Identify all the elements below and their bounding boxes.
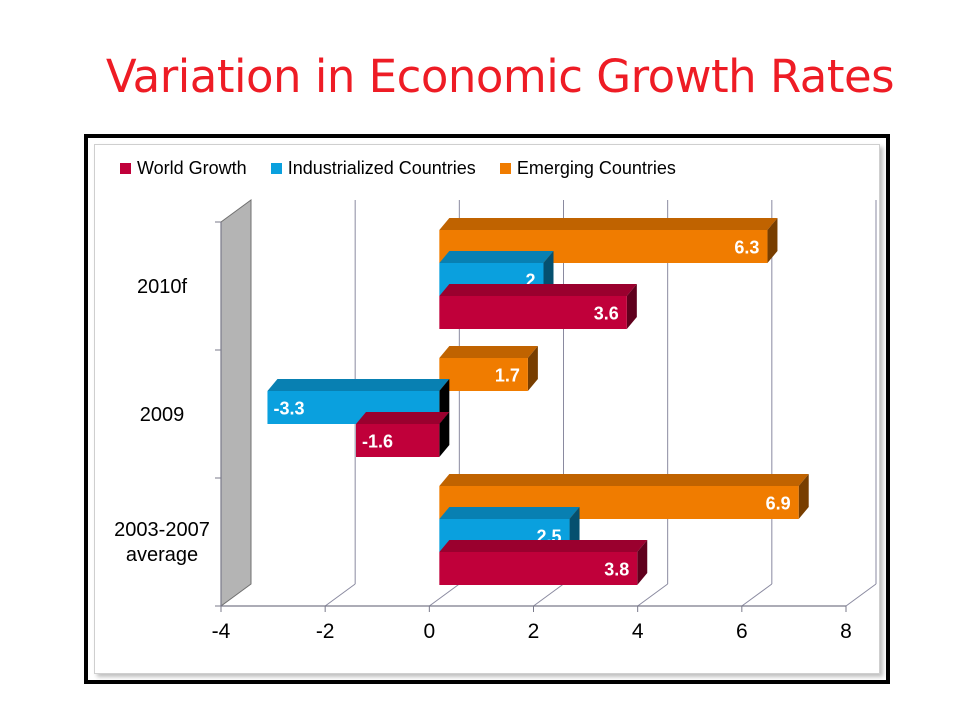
floor-line-1: [324, 583, 356, 607]
data-label-emerging-countries-2010f: 6.3: [734, 238, 759, 258]
data-label-world-growth-2009: -1.6: [362, 432, 393, 452]
data-label-emerging-countries-2003-2007-average: 6.9: [766, 494, 791, 514]
legend-item-emerging: Emerging Countries: [499, 157, 676, 179]
legend-item-world-growth: World Growth: [120, 158, 247, 179]
bar-top-world-growth-2010f: [439, 284, 637, 296]
floor-line-6: [845, 583, 877, 607]
side-wall: [220, 199, 252, 607]
category-label-2003-2007-average: 2003-2007 average: [114, 519, 210, 566]
bar-top-industrialized-countries-2009: [267, 379, 450, 391]
x-tick-label-5: 6: [736, 620, 748, 643]
bar-world-growth-2009: [356, 424, 440, 457]
legend-swatch-industrialized: [270, 162, 282, 174]
bar-side-emerging-countries-2009: [527, 346, 538, 391]
legend-label-emerging: Emerging Countries: [516, 157, 676, 178]
x-tick-label-4: 4: [632, 620, 644, 643]
x-tick-label-1: -2: [316, 620, 335, 643]
bar-top-emerging-countries-2003-2007-average: [439, 474, 809, 486]
floor-line-3: [533, 583, 564, 607]
bar-world-growth-2010f: [439, 296, 627, 329]
chart-legend: World Growth Industrialized Countries Em…: [120, 156, 676, 180]
bar-side-emerging-countries-2010f: [767, 218, 778, 263]
x-tick-label-6: 8: [840, 620, 852, 643]
bar-top-industrialized-countries-2010f: [439, 251, 554, 263]
bar-top-emerging-countries-2010f: [439, 218, 778, 230]
bar-top-world-growth-2009: [356, 412, 450, 424]
category-label-2010f: 2010f: [137, 276, 187, 298]
data-label-industrialized-countries-2010f: 2: [525, 271, 535, 291]
data-label-world-growth-2003-2007-average: 3.8: [604, 560, 629, 580]
bar-side-world-growth-2010f: [626, 284, 637, 329]
data-label-world-growth-2010f: 3.6: [594, 304, 619, 324]
category-label-2009: 2009: [140, 404, 185, 426]
bar-side-emerging-countries-2003-2007-average: [798, 474, 809, 519]
floor-line-5: [741, 583, 773, 607]
legend-swatch-world-growth: [120, 162, 131, 174]
x-tick-label-3: 2: [528, 620, 540, 643]
x-tick-label-0: -4: [212, 620, 231, 643]
legend-swatch-emerging: [499, 162, 511, 174]
data-label-emerging-countries-2009: 1.7: [495, 366, 520, 386]
bar-side-world-growth-2003-2007-average: [637, 540, 648, 585]
legend-label-world-growth: World Growth: [137, 157, 247, 178]
bar-world-growth-2003-2007-average: [439, 552, 638, 585]
bar-top-emerging-countries-2009: [439, 346, 538, 358]
floor-line-2: [429, 583, 460, 607]
bar-top-industrialized-countries-2003-2007-average: [439, 507, 580, 519]
legend-label-industrialized: Industrialized Countries: [287, 157, 476, 178]
data-label-industrialized-countries-2009: -3.3: [273, 399, 304, 419]
legend-item-industrialized: Industrialized Countries: [270, 157, 476, 179]
bar-side-world-growth-2009: [439, 412, 450, 457]
floor-line-4: [637, 583, 668, 607]
bar-emerging-countries-2009: [439, 358, 528, 391]
x-tick-label-2: 0: [423, 620, 435, 643]
chart-plot-area: [94, 144, 880, 674]
bar-top-world-growth-2003-2007-average: [439, 540, 648, 552]
slide-title: Variation in Economic Growth Rates: [105, 50, 895, 103]
